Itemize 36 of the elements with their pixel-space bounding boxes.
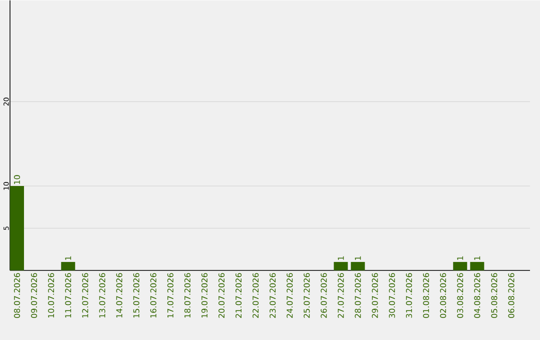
- x-tick-label: 02.08.2026: [440, 272, 446, 318]
- x-tick-label: 14.07.2026: [116, 272, 122, 318]
- x-tick-label: 28.07.2026: [354, 272, 361, 318]
- x-tick-label: 31.07.2026: [406, 272, 412, 318]
- x-tick-label: 13.07.2026: [99, 272, 106, 318]
- x-tick-label: 27.07.2026: [338, 272, 344, 318]
- x-tick-label: 25.07.2026: [304, 272, 310, 318]
- data-label: 1: [354, 256, 361, 260]
- x-tick-label: 03.08.2026: [457, 272, 464, 318]
- x-tick-label: 24.07.2026: [286, 272, 293, 318]
- x-tick-label: 30.07.2026: [388, 272, 395, 318]
- x-tick-label: 01.08.2026: [423, 272, 430, 318]
- x-tick-label: 10.07.2026: [48, 272, 54, 318]
- x-tick-label: 08.07.2026: [14, 272, 20, 318]
- x-tick-label: 18.07.2026: [184, 272, 190, 318]
- x-tick-label: 05.08.2026: [491, 272, 498, 318]
- x-tick-label: 21.07.2026: [236, 272, 242, 318]
- x-tick-label: 09.07.2026: [31, 272, 38, 318]
- x-tick-label: 29.07.2026: [372, 272, 378, 318]
- data-label: 1: [65, 256, 72, 260]
- x-tick-label: 22.07.2026: [252, 272, 259, 318]
- x-tick-label: 20.07.2026: [218, 272, 225, 318]
- data-label: 10: [14, 174, 20, 184]
- x-tick-label: 06.08.2026: [508, 272, 514, 318]
- data-label: 1: [457, 256, 464, 260]
- x-tick-label: 17.07.2026: [167, 272, 174, 318]
- x-tick-label: 15.07.2026: [133, 272, 140, 318]
- x-tick-label: 23.07.2026: [270, 272, 276, 318]
- x-tick-label: 11.07.2026: [65, 272, 72, 318]
- data-label: 1: [338, 256, 344, 260]
- x-tick-label: 04.08.2026: [474, 272, 480, 318]
- x-tick-label: 26.07.2026: [320, 272, 327, 318]
- data-label: 1: [474, 256, 480, 260]
- x-tick-label: 16.07.2026: [150, 272, 156, 318]
- x-tick-label: 19.07.2026: [201, 272, 208, 318]
- x-tick-label: 12.07.2026: [82, 272, 88, 318]
